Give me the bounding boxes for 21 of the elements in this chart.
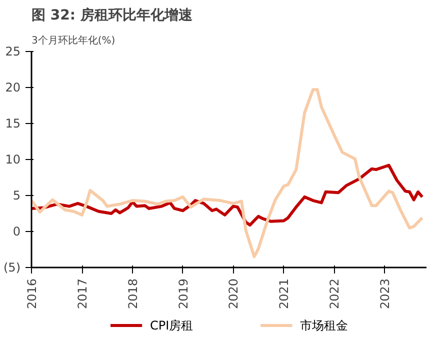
x-tick-label: 2016 (25, 278, 39, 310)
line-series (32, 164, 424, 227)
chart-title: 图 32: 房租环比年化增速 (32, 6, 194, 24)
x-tick-label: 2019 (176, 278, 190, 310)
x-tick-label: 2018 (126, 278, 140, 310)
legend-label: CPI房租 (150, 318, 194, 332)
y-tick-label: 10 (5, 152, 21, 166)
y-axis-title: 3个月环比年化(%) (32, 34, 116, 46)
x-tick-label: 2021 (277, 278, 292, 310)
legend-label: 市场租金 (300, 318, 348, 332)
y-tick-label: 5 (12, 188, 21, 202)
x-tick-label: 2020 (226, 278, 241, 310)
x-tick-label: 2023 (378, 278, 392, 310)
x-tick-label: 2017 (76, 278, 90, 310)
y-tick-label: (5) (4, 260, 20, 274)
y-tick-label: 15 (5, 116, 21, 130)
line-series (32, 88, 424, 258)
y-tick-label: 0 (12, 224, 21, 238)
x-tick-label: 2022 (328, 278, 342, 310)
y-tick-label: 25 (5, 44, 21, 58)
y-tick-label: 20 (5, 80, 21, 94)
